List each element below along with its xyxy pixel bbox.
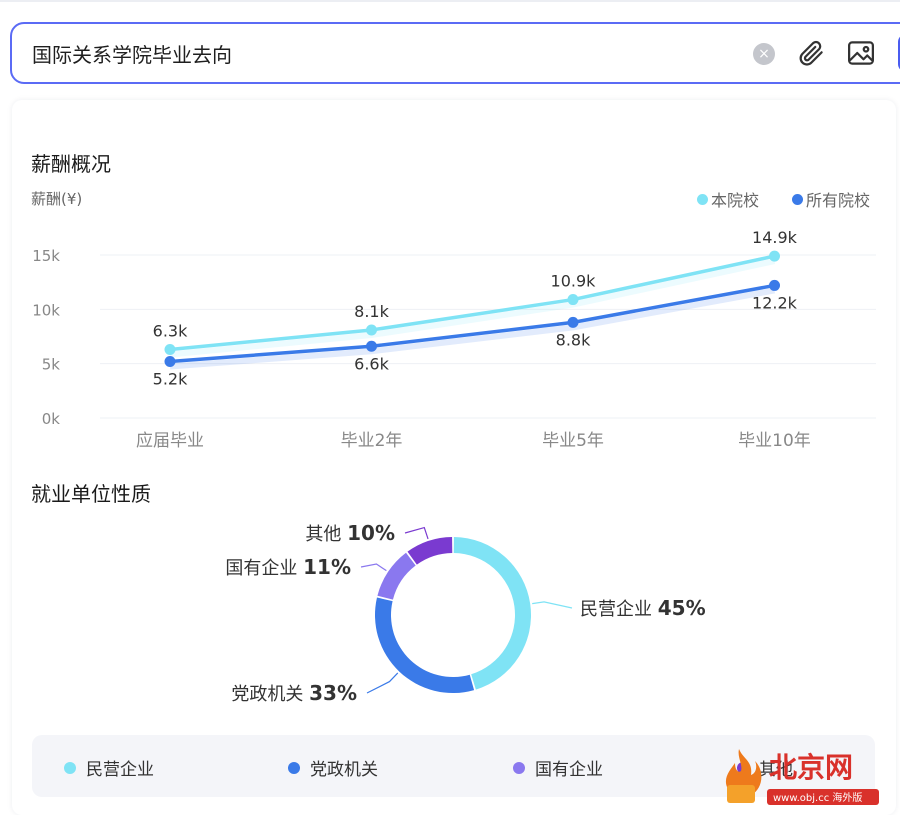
employer-donut-chart: 民营企业 45% 党政机关 33% 国有企业 11% 其他 10%	[225, 521, 706, 705]
donut-slice	[377, 552, 416, 600]
x-tick-label: 毕业10年	[738, 431, 811, 451]
legend-label: 民营企业	[86, 760, 154, 780]
image-icon	[848, 41, 874, 65]
salary-title: 薪酬概况	[31, 152, 111, 176]
flame-base	[727, 785, 755, 803]
legend-label: 其他	[759, 760, 793, 780]
data-label: 5.2k	[153, 369, 188, 388]
legend-item-state-owned[interactable]: 国有企业	[513, 755, 603, 780]
data-point	[164, 355, 176, 367]
data-label: 8.8k	[556, 330, 591, 349]
salary-axis-title: 薪酬(¥)	[31, 190, 83, 208]
legend-item-private[interactable]: 民营企业	[64, 755, 154, 780]
slice-label: 其他 10%	[305, 521, 395, 545]
legend-item-school[interactable]: 本院校	[697, 187, 759, 211]
y-tick-label: 5k	[42, 356, 61, 374]
result-card	[12, 100, 896, 815]
data-point	[366, 324, 377, 336]
data-label: 6.6k	[354, 354, 389, 373]
leader-line	[366, 672, 399, 694]
legend-label: 本院校	[711, 191, 760, 210]
legend-dot	[64, 761, 76, 774]
legend-item-all-schools[interactable]: 所有院校	[792, 187, 870, 211]
donut-slice	[407, 537, 453, 565]
clear-search-button[interactable]: ×	[753, 43, 775, 65]
series-shadow	[169, 258, 776, 358]
y-tick-label: 10k	[32, 301, 60, 319]
data-point	[769, 250, 780, 262]
legend-item-government[interactable]: 党政机关	[288, 755, 378, 780]
y-tick-label: 15k	[32, 247, 60, 265]
slice-label: 民营企业 45%	[580, 596, 706, 620]
leader-line	[360, 563, 387, 572]
legend-dot	[792, 193, 803, 205]
legend-label: 所有院校	[806, 191, 871, 210]
attach-file-button[interactable]	[796, 38, 826, 68]
data-label: 6.3k	[153, 322, 188, 341]
legend-label: 国有企业	[535, 760, 603, 780]
data-point	[366, 340, 377, 352]
employer-title: 就业单位性质	[31, 482, 151, 506]
data-label: 8.1k	[354, 302, 389, 321]
series-line	[168, 283, 777, 364]
legend-dot	[697, 193, 708, 205]
slice-label: 国有企业 11%	[225, 555, 351, 579]
data-point	[769, 279, 780, 291]
data-label: 14.9k	[752, 228, 798, 247]
search-input[interactable]	[32, 38, 732, 68]
legend-label: 党政机关	[310, 760, 378, 780]
data-label: 12.2k	[752, 293, 798, 312]
watermark-text: 北京网	[769, 751, 853, 784]
slice-label: 党政机关 33%	[231, 681, 357, 705]
data-label: 10.9k	[551, 272, 597, 291]
paperclip-icon	[799, 40, 823, 66]
upload-image-button[interactable]	[846, 38, 876, 68]
data-point	[567, 316, 579, 328]
legend-dot	[513, 761, 525, 774]
leader-line	[532, 601, 573, 609]
data-point	[164, 344, 176, 356]
x-tick-label: 毕业5年	[542, 431, 604, 451]
leader-line	[404, 526, 429, 540]
donut-slice	[453, 537, 531, 690]
watermark-logo: 北京网 www.obj.cc 海外版	[725, 749, 879, 805]
search-bar[interactable]: ×	[10, 22, 900, 84]
data-point	[567, 294, 579, 306]
x-tick-label: 应届毕业	[136, 431, 204, 451]
close-icon: ×	[758, 46, 770, 62]
donut-slice	[375, 597, 475, 693]
series-shadow	[169, 287, 776, 370]
watermark-url: www.obj.cc 海外版	[773, 791, 862, 804]
y-tick-label: 0k	[42, 410, 61, 428]
salary-line-chart: 0k 5k 10k 15k 应届毕业 毕业2年 毕业5年 毕业10年 6.3k 8.1k 10.9k…	[32, 228, 876, 451]
top-divider	[0, 0, 900, 2]
flame-icon	[725, 749, 762, 797]
send-button[interactable]	[898, 34, 900, 72]
x-tick-label: 毕业2年	[341, 431, 403, 451]
series-line	[168, 254, 777, 352]
legend-dot	[288, 761, 300, 774]
